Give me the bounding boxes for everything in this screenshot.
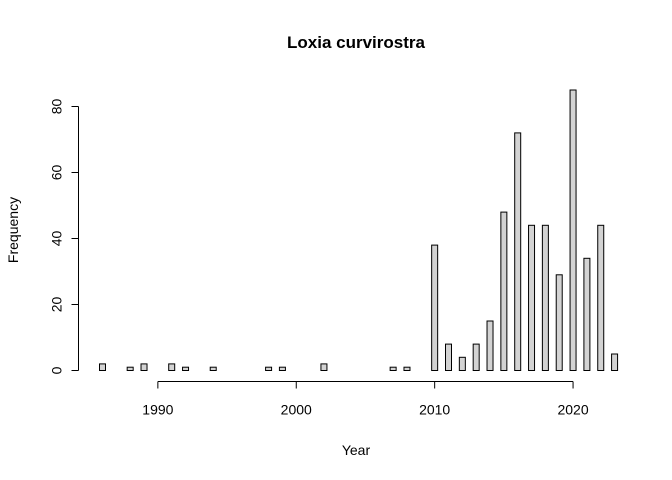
bar-2007 bbox=[389, 366, 397, 372]
chart-title: Loxia curvirostra bbox=[287, 33, 425, 52]
bar-2017 bbox=[528, 224, 536, 371]
y-tick-label-80: 80 bbox=[49, 99, 65, 115]
bar-2016 bbox=[514, 132, 522, 371]
bar-1991 bbox=[168, 363, 176, 371]
bar-2008 bbox=[403, 366, 411, 372]
x-axis: 1990 2000 2010 2020 bbox=[142, 381, 589, 418]
x-tick-label-1990: 1990 bbox=[142, 402, 173, 418]
bar-2010 bbox=[431, 244, 439, 372]
bar-2021 bbox=[583, 257, 591, 371]
x-axis-label: Year bbox=[342, 442, 371, 458]
bar-2012 bbox=[458, 356, 466, 371]
bar-2022 bbox=[597, 224, 605, 371]
y-tick-label-0: 0 bbox=[49, 366, 65, 374]
bar-1999 bbox=[278, 366, 286, 372]
bar-1998 bbox=[265, 366, 273, 372]
bars-group bbox=[99, 89, 619, 372]
y-axis: 0 20 40 60 80 bbox=[49, 99, 79, 374]
bar-2020 bbox=[569, 89, 577, 371]
x-tick-label-2020: 2020 bbox=[557, 402, 588, 418]
bar-1992 bbox=[182, 366, 190, 372]
bar-2015 bbox=[500, 211, 508, 371]
bar-2014 bbox=[486, 320, 494, 371]
bar-2019 bbox=[555, 274, 563, 371]
bar-2002 bbox=[320, 363, 328, 371]
x-tick-label-2010: 2010 bbox=[419, 402, 450, 418]
bar-2011 bbox=[445, 343, 452, 372]
y-tick-label-40: 40 bbox=[49, 231, 65, 247]
bar-2023 bbox=[611, 353, 619, 371]
bar-1988 bbox=[126, 366, 134, 372]
bar-1994 bbox=[209, 366, 217, 372]
y-tick-label-20: 20 bbox=[49, 297, 65, 313]
x-tick-label-2000: 2000 bbox=[281, 402, 312, 418]
bar-1986 bbox=[99, 363, 106, 371]
y-axis-label: Frequency bbox=[5, 197, 21, 263]
y-tick-label-60: 60 bbox=[49, 165, 65, 181]
bar-2013 bbox=[472, 343, 480, 372]
bar-2018 bbox=[541, 224, 549, 371]
bar-1989 bbox=[140, 363, 148, 371]
